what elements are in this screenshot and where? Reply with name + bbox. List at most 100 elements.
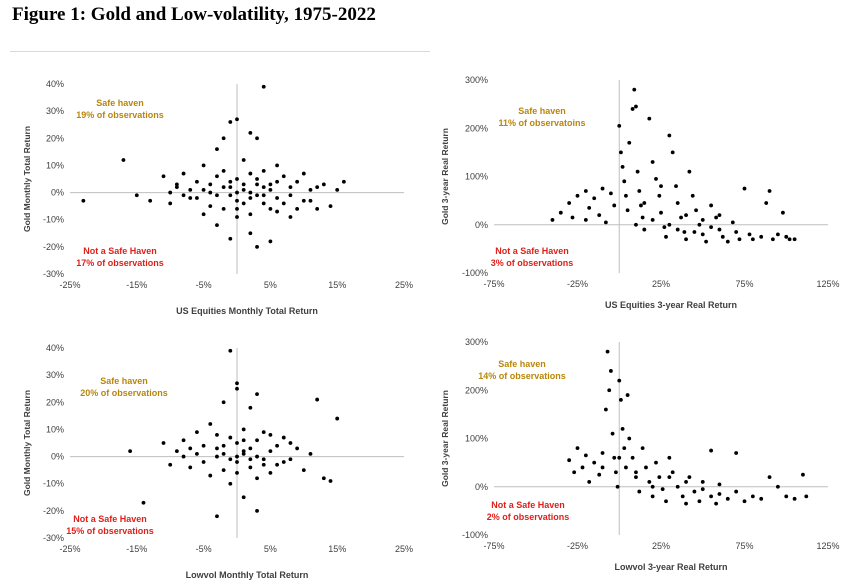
data-point bbox=[335, 416, 340, 421]
y-tick-label: 100% bbox=[465, 434, 488, 444]
x-tick-label: -25% bbox=[59, 280, 80, 290]
x-tick-label: -5% bbox=[196, 280, 212, 290]
data-point bbox=[680, 494, 685, 499]
data-point bbox=[215, 446, 219, 451]
data-point bbox=[650, 484, 655, 489]
scatter-panel-lowvol-monthly: -25% -15% -5% 5% 15% 25% -30% -20% -10% 0% 10% 20% 3… bbox=[12, 338, 420, 588]
data-point bbox=[321, 476, 326, 481]
data-point bbox=[801, 472, 805, 477]
data-point bbox=[215, 147, 219, 152]
data-point bbox=[605, 349, 610, 354]
data-point bbox=[592, 196, 597, 201]
data-point bbox=[241, 438, 246, 443]
data-point bbox=[235, 454, 239, 459]
data-point bbox=[759, 496, 764, 501]
x-tick-label: 15% bbox=[328, 544, 346, 554]
safe-haven-pct: 11% of observatoins bbox=[498, 118, 585, 128]
y-tick-label: -10% bbox=[43, 215, 64, 225]
data-point bbox=[261, 201, 266, 206]
data-point bbox=[654, 177, 658, 181]
scatter-panel-us-equities-monthly: -25% -15% -5% 5% 15% 25% -30% -20% -10% 0% 10% 20% 3… bbox=[12, 72, 420, 322]
x-tick-label: 25% bbox=[652, 541, 670, 551]
not-safe-haven-pct: 15% of observations bbox=[66, 526, 154, 536]
data-point bbox=[241, 182, 246, 187]
data-point bbox=[268, 206, 273, 211]
data-point bbox=[610, 431, 615, 436]
data-point bbox=[692, 230, 697, 234]
data-point bbox=[662, 225, 667, 230]
data-point bbox=[215, 432, 219, 437]
data-point bbox=[617, 378, 622, 383]
data-point bbox=[235, 177, 239, 181]
data-point bbox=[321, 182, 326, 187]
data-point bbox=[742, 186, 747, 191]
data-point bbox=[221, 168, 226, 173]
not-safe-haven-pct: 17% of observations bbox=[76, 258, 164, 268]
data-point bbox=[295, 179, 300, 184]
data-point bbox=[592, 460, 597, 465]
data-point bbox=[717, 227, 722, 232]
data-point bbox=[587, 205, 592, 210]
data-point bbox=[734, 230, 739, 234]
data-point bbox=[208, 182, 213, 187]
safe-haven-pct: 14% of observations bbox=[478, 371, 566, 381]
data-point bbox=[288, 215, 293, 219]
data-point bbox=[612, 455, 617, 460]
data-point bbox=[659, 184, 663, 189]
data-point bbox=[781, 210, 785, 215]
data-point bbox=[647, 116, 652, 121]
safe-haven-label: Safe haven bbox=[100, 376, 148, 386]
data-point bbox=[625, 208, 630, 213]
data-point bbox=[614, 470, 618, 475]
y-axis-title: Gold Monthly Total Return bbox=[22, 390, 32, 496]
scatter-panel-us-equities-3yr: -75% -25% 25% 75% 125% -100% 0% 100% 200% 300% US … bbox=[432, 68, 852, 320]
y-tick-label: -100% bbox=[462, 268, 488, 278]
data-point bbox=[261, 185, 266, 190]
y-tick-label: 30% bbox=[46, 106, 64, 116]
data-point bbox=[168, 190, 173, 195]
data-point bbox=[575, 446, 580, 451]
data-point bbox=[709, 494, 713, 499]
data-point bbox=[804, 494, 809, 499]
data-point bbox=[174, 449, 179, 454]
data-point bbox=[634, 470, 638, 475]
data-point bbox=[241, 449, 246, 454]
data-point bbox=[248, 130, 253, 135]
data-point bbox=[235, 198, 239, 203]
x-tick-label: -15% bbox=[126, 280, 147, 290]
y-tick-label: 300% bbox=[465, 337, 488, 347]
data-point bbox=[195, 430, 199, 435]
not-safe-haven-pct: 3% of observations bbox=[491, 258, 574, 268]
data-point bbox=[684, 237, 688, 242]
data-point bbox=[235, 470, 239, 475]
y-axis-title: Gold 3-year Real Return bbox=[440, 390, 450, 487]
x-tick-label: 75% bbox=[735, 279, 753, 289]
data-point bbox=[640, 446, 645, 451]
y-tick-label: 20% bbox=[46, 397, 64, 407]
scatter-chart: -75% -25% 25% 75% 125% -100% 0% 100% 200% 300% Low… bbox=[440, 337, 840, 572]
data-point bbox=[241, 451, 246, 456]
data-point bbox=[215, 454, 219, 459]
data-point bbox=[315, 185, 320, 190]
data-point bbox=[188, 465, 193, 470]
not-safe-haven-pct: 2% of observations bbox=[487, 512, 570, 522]
data-point bbox=[634, 222, 638, 227]
data-point bbox=[622, 446, 627, 451]
data-point bbox=[617, 123, 622, 128]
data-point bbox=[201, 443, 206, 448]
data-point bbox=[580, 465, 585, 470]
data-point bbox=[572, 470, 577, 475]
x-tick-label: 5% bbox=[264, 544, 277, 554]
data-point bbox=[667, 475, 672, 479]
safe-haven-label: Safe haven bbox=[96, 98, 144, 108]
data-point bbox=[687, 169, 692, 174]
data-point bbox=[635, 169, 640, 174]
data-point bbox=[627, 436, 632, 441]
data-point bbox=[268, 449, 273, 454]
data-point bbox=[295, 446, 300, 451]
data-point bbox=[201, 460, 206, 464]
data-point bbox=[664, 499, 668, 504]
data-point bbox=[670, 150, 675, 155]
safe-haven-pct: 19% of observations bbox=[76, 110, 164, 120]
data-point bbox=[288, 185, 293, 190]
